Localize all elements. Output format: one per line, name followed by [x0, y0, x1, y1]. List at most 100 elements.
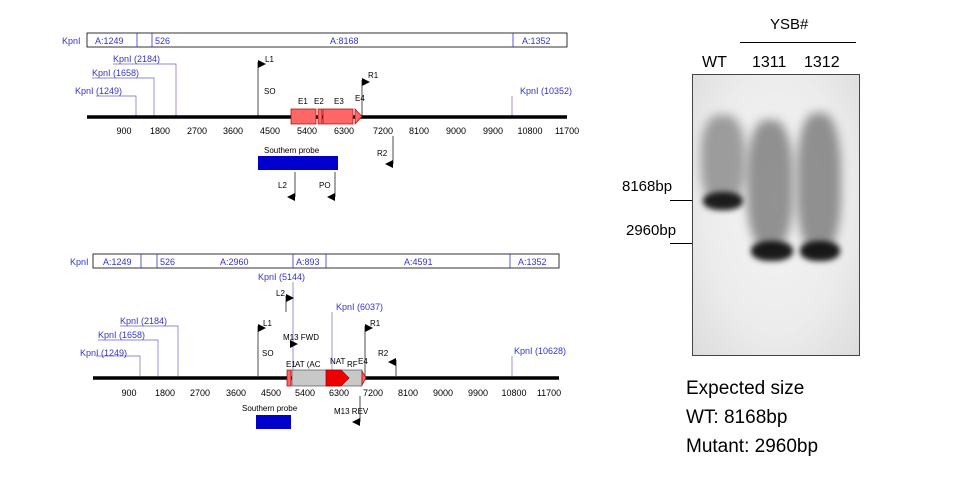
- wt-exon-e4: [354, 108, 363, 125]
- mut-kpni-1658: KpnI (1658): [98, 330, 145, 340]
- marker-8168-line: [670, 200, 692, 201]
- mut-nat-marker: [325, 369, 350, 387]
- mut-frag-1352: A:1352: [518, 257, 547, 267]
- wt-label-e1: E1: [298, 97, 308, 106]
- mut-label-act: AT (AC: [295, 360, 321, 369]
- mut-primer-m13-rev: M13 REV: [334, 407, 369, 416]
- wt-kpni-10352: KpnI (10352): [520, 86, 572, 96]
- wt-band: [703, 192, 743, 210]
- mut-kpni-2184: KpnI (2184): [120, 316, 167, 326]
- southern-blot-image: [692, 74, 860, 356]
- marker-2960-line: [670, 243, 692, 244]
- svg-text:4500: 4500: [260, 126, 280, 136]
- mut-kpni-10628: KpnI (10628): [514, 346, 566, 356]
- mut-frag-526: 526: [160, 257, 175, 267]
- wt-label-e3: E3: [334, 97, 344, 106]
- svg-text:2700: 2700: [187, 126, 207, 136]
- ysb-group-line: [740, 42, 856, 43]
- svg-text:2700: 2700: [190, 388, 210, 398]
- expected-title: Expected size: [686, 378, 805, 399]
- mut-primer-m13-fwd: M13 FWD: [283, 333, 319, 342]
- svg-text:1800: 1800: [150, 126, 170, 136]
- mut-kpni-6037: KpnI (6037): [336, 302, 383, 312]
- svg-text:3600: 3600: [226, 388, 246, 398]
- wt-exon-e3: [322, 108, 354, 125]
- expected-mutant: Mutant: 2960bp: [686, 436, 819, 457]
- svg-text:6300: 6300: [329, 388, 349, 398]
- svg-text:8100: 8100: [409, 126, 429, 136]
- lane-1311-smear: [747, 120, 793, 250]
- mut-exon-e4: [361, 369, 367, 387]
- mut-southern-probe: [256, 415, 291, 429]
- wt-kpni-frag-label: KpnI: [62, 36, 81, 46]
- wt-frag-1249: A:1249: [95, 36, 124, 46]
- svg-text:5400: 5400: [295, 388, 315, 398]
- wt-primer-so: SO: [264, 87, 276, 96]
- wt-frag-1352: A:1352: [522, 36, 551, 46]
- lane-1311-band: [751, 241, 793, 261]
- svg-text:9900: 9900: [483, 126, 503, 136]
- wt-smear: [701, 115, 745, 205]
- mutant-map: KpnI A:1249 526 A:2960 A:893 A:4591 A:13…: [70, 253, 566, 429]
- wt-kpni-1658: KpnI (1658): [92, 68, 139, 78]
- wt-primer-r2: R2: [377, 149, 388, 158]
- mut-primer-l1: L1: [263, 319, 272, 328]
- expected-wt: WT: 8168bp: [686, 407, 788, 428]
- mut-probe-label: Southern probe: [242, 404, 298, 413]
- marker-2960: 2960bp: [626, 222, 677, 239]
- wt-map: KpnI A:1249 526 A:8168 A:1352 KpnI (2184…: [62, 32, 579, 201]
- wt-frag-526: 526: [155, 36, 170, 46]
- wt-frag-8168: A:8168: [330, 36, 359, 46]
- svg-text:9000: 9000: [433, 388, 453, 398]
- mut-frag-1249: A:1249: [103, 257, 132, 267]
- svg-text:10800: 10800: [517, 126, 542, 136]
- mut-label-e4: E4: [358, 357, 368, 366]
- mut-kpni-5144: KpnI (5144): [258, 272, 305, 282]
- lane-label-1311: 1311: [752, 54, 787, 71]
- svg-text:1800: 1800: [155, 388, 175, 398]
- mut-primer-l2: L2: [276, 289, 285, 298]
- gene-maps: KpnI A:1249 526 A:8168 A:1352 KpnI (2184…: [62, 32, 579, 429]
- mut-scale: 900 1800 2700 3600 4500 5400 6300 7200 8…: [121, 388, 561, 398]
- mut-exon-e1: [286, 369, 292, 387]
- wt-exon-e2: [317, 108, 323, 125]
- marker-8168: 8168bp: [622, 178, 673, 195]
- svg-text:900: 900: [116, 126, 131, 136]
- svg-text:9900: 9900: [468, 388, 488, 398]
- mut-label-rf: RF: [347, 360, 358, 369]
- mut-label-nat: NAT: [330, 357, 346, 366]
- svg-text:7200: 7200: [373, 126, 393, 136]
- ysb-group-label: YSB#: [770, 16, 809, 33]
- wt-fragment-bar: [86, 32, 568, 48]
- wt-southern-probe: [258, 156, 338, 170]
- mut-primer-so: SO: [262, 349, 274, 358]
- svg-text:4500: 4500: [261, 388, 281, 398]
- wt-kpni-1249: KpnI (1249): [75, 86, 122, 96]
- wt-primer-r1: R1: [368, 71, 379, 80]
- svg-text:900: 900: [121, 388, 136, 398]
- wt-label-e4: E4: [355, 94, 365, 103]
- mut-kpni-1249: KpnI (1249): [80, 348, 127, 358]
- lane-1312-band: [800, 241, 840, 261]
- mut-primer-r1: R1: [370, 319, 381, 328]
- mut-frag-4591: A:4591: [404, 257, 433, 267]
- mut-frag-893: A:893: [296, 257, 320, 267]
- svg-text:11700: 11700: [555, 126, 579, 136]
- wt-primer-po: PO: [319, 181, 331, 190]
- wt-scale: 900 1800 2700 3600 4500 5400 6300 7200 8…: [116, 126, 579, 136]
- mut-label-e1: E1: [286, 360, 296, 369]
- lane-label-wt: WT: [702, 54, 727, 71]
- svg-text:9000: 9000: [446, 126, 466, 136]
- wt-label-e2: E2: [314, 97, 324, 106]
- lane-label-1312: 1312: [804, 54, 840, 71]
- wt-primer-l2: L2: [278, 181, 287, 190]
- svg-text:5400: 5400: [297, 126, 317, 136]
- svg-text:11700: 11700: [537, 388, 561, 398]
- mut-kpni-frag-label: KpnI: [70, 257, 89, 267]
- expected-size-note: Expected size WT: 8168bp Mutant: 2960bp: [686, 374, 818, 461]
- svg-text:7200: 7200: [363, 388, 383, 398]
- wt-kpni-2184: KpnI (2184): [113, 54, 160, 64]
- svg-text:8100: 8100: [398, 388, 418, 398]
- wt-probe-label: Southern probe: [264, 146, 320, 155]
- wt-exon-e1: [290, 108, 317, 125]
